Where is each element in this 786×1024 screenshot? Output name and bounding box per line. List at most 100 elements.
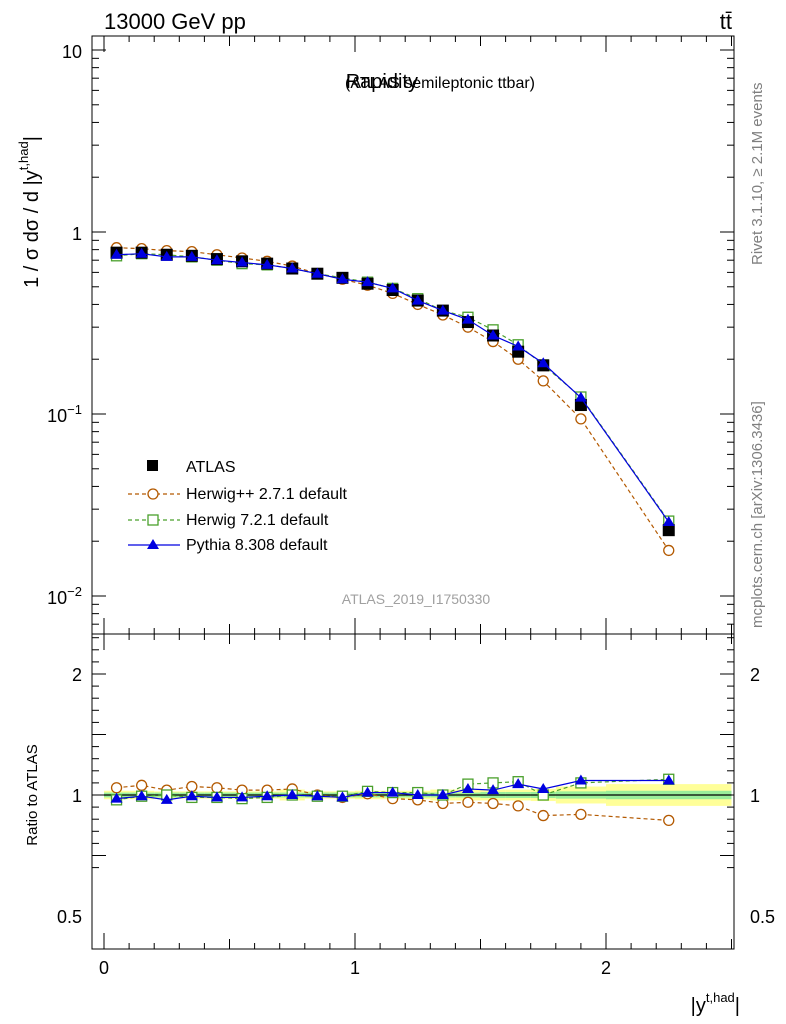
main-point-pythia-8-308-default bbox=[261, 258, 274, 269]
legend-marker-atlas bbox=[147, 460, 158, 471]
legend-marker-herwig7 bbox=[147, 514, 159, 526]
main-point-herwig-2-7-1-default bbox=[575, 413, 587, 425]
main-point-pythia-8-308-default bbox=[286, 262, 299, 273]
ratio-point-pythia-8-308-default bbox=[236, 791, 249, 802]
main-point-pythia-8-308-default bbox=[361, 276, 374, 287]
legend-marker-herwigpp bbox=[147, 488, 159, 500]
main-point-pythia-8-308-default bbox=[160, 250, 173, 261]
ratio-xtick-label: 1 bbox=[350, 958, 360, 978]
ratio-point-pythia-8-308-default bbox=[210, 791, 223, 802]
main-point-pythia-8-308-default bbox=[135, 247, 148, 258]
x-axis-label-bar: | bbox=[735, 995, 740, 1017]
main-y-axis-label-sup: t,had bbox=[16, 141, 31, 170]
main-y-axis-label-text: 1 / σ dσ / d |y bbox=[21, 170, 43, 288]
process-label: tt̄ bbox=[720, 9, 732, 34]
legend-label-atlas: ATLAS bbox=[186, 459, 236, 476]
ratio-point-pythia-8-308-default bbox=[336, 791, 349, 802]
legend-label-herwigpp: Herwig++ 2.7.1 default bbox=[186, 486, 348, 503]
rivet-label: Rivet 3.1.10, ≥ 2.1M events bbox=[749, 83, 766, 266]
x-axis-label: |yt,had| bbox=[691, 990, 740, 1017]
main-ytick-label: 1 bbox=[72, 224, 82, 244]
ratio-point-pythia-8-308-default bbox=[286, 789, 299, 799]
ratio-point-pythia-8-308-default bbox=[461, 782, 474, 793]
ratio-ytick-label: 0.5 bbox=[57, 907, 82, 927]
x-axis-label-sup: t,had bbox=[706, 990, 735, 1005]
legend-marker-pythia bbox=[147, 539, 159, 549]
legend: ATLAS Herwig++ 2.7.1 default Herwig 7.2.… bbox=[128, 459, 348, 554]
legend-label-pythia: Pythia 8.308 default bbox=[186, 537, 328, 554]
main-series-group bbox=[110, 242, 675, 557]
ratio-xtick-label: 2 bbox=[601, 958, 611, 978]
ratio-point-herwig-2-7-1-default bbox=[512, 800, 524, 812]
main-point-pythia-8-308-default bbox=[110, 248, 123, 259]
ratio-point-pythia-8-308-default bbox=[411, 789, 424, 799]
main-axis-ticks bbox=[92, 36, 734, 634]
main-point-pythia-8-308-default bbox=[336, 273, 349, 284]
main-ytick-label: 10−2 bbox=[47, 584, 82, 608]
ratio-series-group bbox=[110, 773, 675, 827]
source-label: mcplots.cern.ch [arXiv:1306.3436] bbox=[749, 401, 766, 628]
main-point-herwig-2-7-1-default bbox=[537, 375, 549, 387]
ratio-point-herwig-2-7-1-default bbox=[575, 808, 587, 821]
ratio-point-herwig-2-7-1-default bbox=[110, 782, 123, 794]
ratio-y-axis-label: Ratio to ATLAS bbox=[24, 744, 41, 845]
ratio-point-pythia-8-308-default bbox=[185, 790, 198, 801]
main-point-pythia-8-308-default bbox=[512, 340, 525, 351]
svg-text:1 / σ dσ / d |yt,had|: 1 / σ dσ / d |yt,had| bbox=[16, 136, 43, 288]
ratio-point-pythia-8-308-default bbox=[160, 793, 173, 804]
ratio-point-pythia-8-308-default bbox=[436, 789, 449, 799]
main-y-axis-label-bar: | bbox=[21, 136, 43, 141]
main-plot-panel: Rapidity (ATLAS semileptonic ttbar) ATLA… bbox=[16, 35, 735, 635]
plot-subtitle: (ATLAS semileptonic ttbar) bbox=[345, 75, 535, 92]
ratio-plot-panel: Ratio to ATLAS 2 1 0.5 2 1 0.5 0 1 2 |yt… bbox=[24, 633, 775, 1017]
main-point-pythia-8-308-default bbox=[662, 516, 675, 527]
ratio-point-pythia-8-308-default bbox=[574, 774, 587, 785]
main-point-pythia-8-308-default bbox=[386, 282, 399, 293]
ratio-ytick-label-right: 1 bbox=[750, 786, 760, 806]
main-point-pythia-8-308-default bbox=[210, 254, 223, 265]
energy-label: 13000 GeV pp bbox=[104, 9, 246, 34]
ratio-point-herwig-2-7-1-default bbox=[663, 814, 675, 827]
ratio-point-pythia-8-308-default bbox=[110, 792, 123, 803]
ratio-ytick-label-right: 0.5 bbox=[750, 907, 775, 927]
ratio-point-pythia-8-308-default bbox=[311, 790, 324, 801]
main-ytick-label: 10 bbox=[62, 42, 82, 62]
ratio-plot-frame bbox=[91, 633, 735, 950]
main-point-pythia-8-308-default bbox=[436, 304, 449, 315]
main-ytick-label: 10−1 bbox=[47, 402, 82, 426]
main-point-pythia-8-308-default bbox=[461, 313, 474, 324]
ratio-ytick-label: 2 bbox=[72, 665, 82, 685]
main-point-pythia-8-308-default bbox=[311, 267, 324, 278]
ratio-point-pythia-8-308-default bbox=[361, 786, 374, 797]
plot-title: Rapidity bbox=[346, 71, 418, 93]
main-point-pythia-8-308-default bbox=[411, 294, 424, 305]
main-point-pythia-8-308-default bbox=[185, 250, 198, 261]
ratio-point-pythia-8-308-default bbox=[537, 782, 550, 793]
main-point-pythia-8-308-default bbox=[236, 256, 249, 267]
ratio-point-pythia-8-308-default bbox=[662, 774, 675, 785]
ratio-point-herwig-2-7-1-default bbox=[462, 796, 474, 808]
ratio-point-pythia-8-308-default bbox=[135, 790, 148, 801]
main-line-pythia-8-308-default bbox=[116, 253, 670, 523]
ratio-ytick-label-right: 2 bbox=[750, 665, 760, 685]
main-point-pythia-8-308-default bbox=[487, 329, 500, 340]
ratio-point-herwig-2-7-1-default bbox=[211, 782, 223, 794]
x-axis-label-main: |y bbox=[691, 995, 706, 1017]
main-point-pythia-8-308-default bbox=[574, 391, 587, 402]
ratio-point-pythia-8-308-default bbox=[261, 790, 274, 801]
ratio-xtick-label: 0 bbox=[99, 958, 109, 978]
ratio-point-herwig-2-7-1-default bbox=[135, 779, 148, 791]
main-y-axis-label: 1 / σ dσ / d |yt,had| bbox=[16, 136, 43, 288]
ratio-ytick-label: 1 bbox=[72, 786, 82, 806]
ratio-point-herwig-2-7-1-default bbox=[487, 797, 499, 810]
legend-label-herwig7: Herwig 7.2.1 default bbox=[186, 512, 329, 529]
ratio-point-herwig-2-7-1-default bbox=[537, 809, 549, 822]
main-point-atlas bbox=[662, 524, 675, 537]
main-point-herwig-2-7-1-default bbox=[663, 544, 675, 557]
ratio-point-pythia-8-308-default bbox=[487, 784, 500, 795]
ratio-axis-ticks bbox=[92, 634, 734, 949]
ratio-point-herwig-2-7-1-default bbox=[186, 780, 198, 793]
main-point-pythia-8-308-default bbox=[537, 357, 550, 368]
ratio-point-pythia-8-308-default bbox=[512, 778, 525, 789]
